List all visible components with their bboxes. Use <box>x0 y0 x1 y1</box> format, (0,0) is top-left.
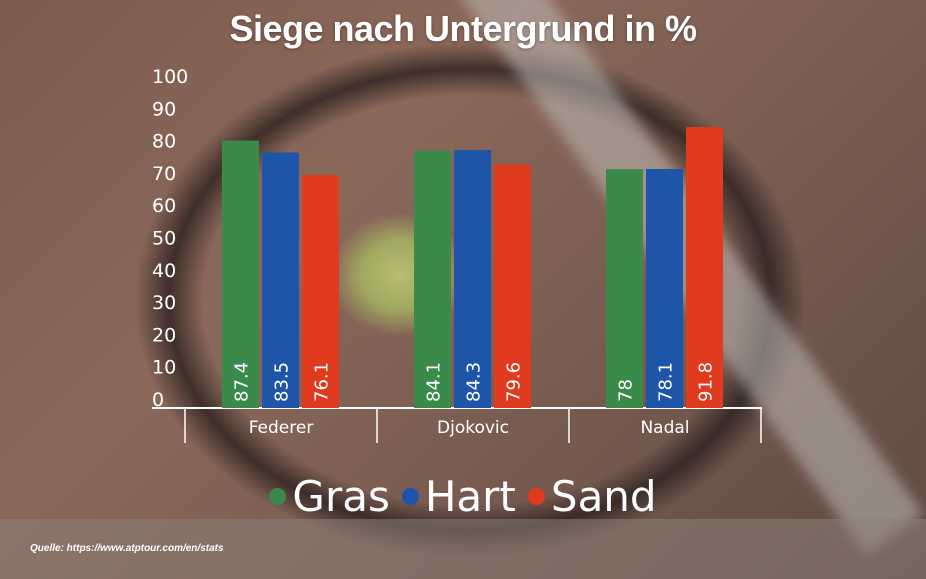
bar-value-label: 84.1 <box>424 362 445 402</box>
legend-label: Hart <box>424 472 516 521</box>
chart-title: Siege nach Untergrund in % <box>229 8 697 49</box>
legend-label: Sand <box>550 472 657 521</box>
footer-bar: Quelle: https://www.atptour.com/en/stats <box>0 519 926 579</box>
y-tick-label: 100 <box>152 66 188 88</box>
y-tick-label: 80 <box>152 131 176 153</box>
bar-hart-federer <box>262 152 299 408</box>
bar-value-label: 83.5 <box>272 362 293 402</box>
y-tick-label: 20 <box>152 324 176 346</box>
bar-gras-nadal <box>606 169 643 408</box>
bar-gras-federer <box>222 140 259 408</box>
y-tick-label: 0 <box>152 389 164 411</box>
y-tick-label: 10 <box>152 357 176 379</box>
bar-value-label: 78.1 <box>656 362 677 402</box>
y-tick-label: 60 <box>152 195 176 217</box>
y-tick-label: 90 <box>152 98 176 120</box>
bar-value-label: 87.4 <box>232 362 253 402</box>
bar-value-label: 84.3 <box>464 362 485 402</box>
legend-swatch <box>269 488 287 505</box>
source-note: Quelle: https://www.atptour.com/en/stats <box>30 543 224 554</box>
legend-swatch <box>527 488 545 505</box>
legend-label: Gras <box>292 472 390 521</box>
bar-sand-federer <box>302 175 339 408</box>
bar-value-label: 76.1 <box>312 362 333 402</box>
bar-value-label: 91.8 <box>696 362 717 402</box>
bar-value-label: 78 <box>616 379 637 402</box>
y-tick-label: 50 <box>152 228 176 250</box>
bar-chart: 0 10 20 30 40 50 60 70 80 90 100 87.4 83.5 76.1 Federe… <box>152 66 762 443</box>
y-tick-label: 40 <box>152 260 176 282</box>
legend-item-gras: Gras <box>269 472 390 521</box>
legend: Gras Hart Sand <box>0 472 926 521</box>
x-category-label: Nadal <box>640 418 689 438</box>
bar-sand-nadal <box>686 127 723 408</box>
legend-item-hart: Hart <box>401 472 516 521</box>
bar-sand-djokovic <box>494 164 531 408</box>
x-category-label: Djokovic <box>437 418 509 438</box>
bar-hart-djokovic <box>454 150 491 409</box>
y-tick-label: 30 <box>152 292 176 314</box>
bar-hart-nadal <box>646 169 683 408</box>
bar-gras-djokovic <box>414 150 451 409</box>
legend-item-sand: Sand <box>527 472 657 521</box>
x-category-label: Federer <box>249 418 314 438</box>
bar-value-label: 79.6 <box>504 362 525 402</box>
y-tick-label: 70 <box>152 163 176 185</box>
legend-swatch <box>401 488 419 505</box>
